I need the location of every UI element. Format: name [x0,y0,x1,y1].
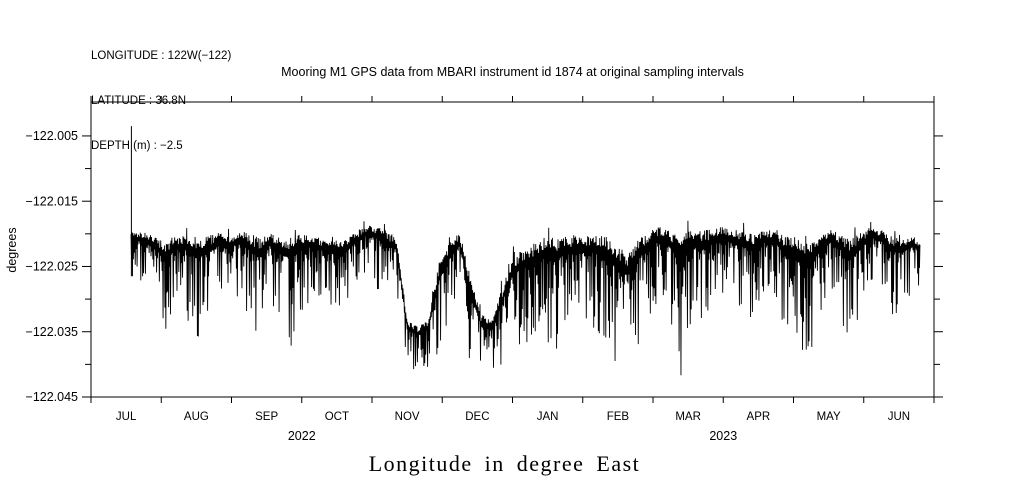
chart-title: Mooring M1 GPS data from MBARI instrumen… [281,65,744,79]
header-info-block: LONGITUDE : 122W(−122) LATITUDE : 36.8N … [91,19,231,184]
y-tick-label: −122.025 [26,260,79,274]
data-series [130,220,921,376]
x-tick-label: SEP [255,411,278,423]
info-depth: DEPTH (m) : −2.5 [91,140,183,152]
x-tick-label: AUG [184,411,209,423]
year-label: 2023 [709,429,737,443]
x-tick-label: APR [747,411,771,423]
figure-caption: Longitude in degree East [368,451,641,476]
info-latitude: LATITUDE : 36.8N [91,95,187,107]
x-tick-label: OCT [325,411,349,423]
x-tick-label: MAY [817,411,841,423]
y-tick-label: −122.045 [26,390,79,404]
y-axis-label: degrees [5,227,19,272]
x-tick-label: NOV [395,411,420,423]
year-label: 2022 [288,429,316,443]
x-tick-label: FEB [607,411,630,423]
x-tick-label: JAN [537,411,559,423]
x-tick-label: DEC [465,411,489,423]
y-tick-label: −122.035 [26,325,79,339]
x-tick-label: MAR [675,411,701,423]
info-longitude: LONGITUDE : 122W(−122) [91,50,232,62]
y-tick-label: −122.005 [26,129,79,143]
y-tick-label: −122.015 [26,194,79,208]
x-tick-label: JUL [116,411,137,423]
x-tick-label: JUN [888,411,910,423]
